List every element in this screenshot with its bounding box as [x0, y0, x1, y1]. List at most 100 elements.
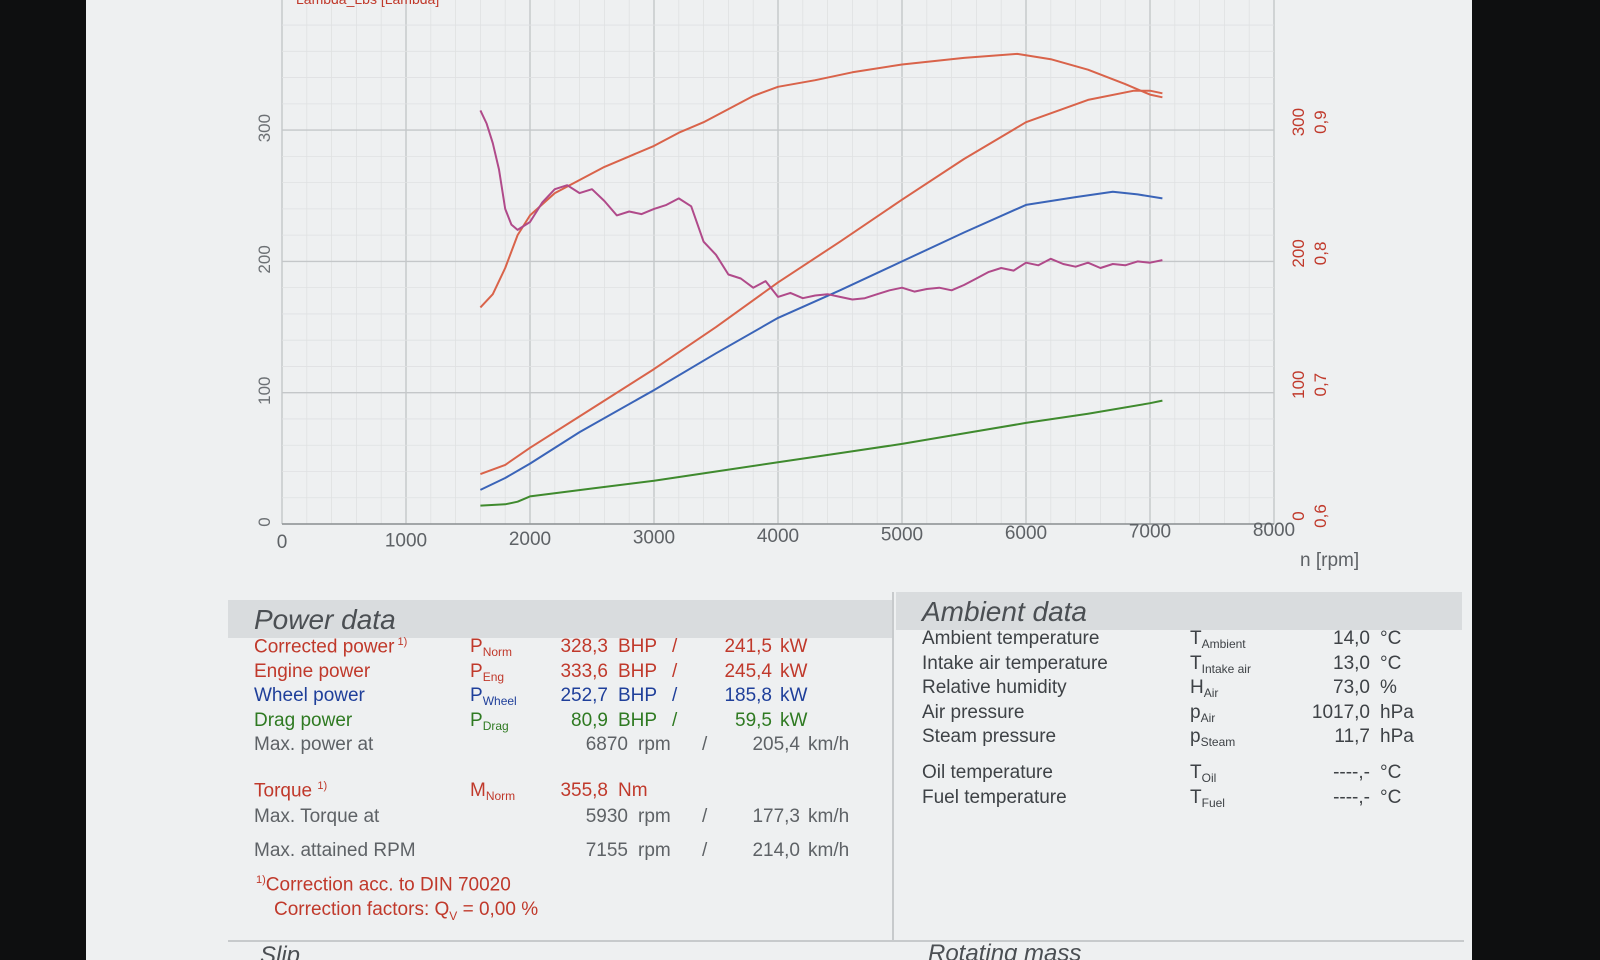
max-rpm-value: 7155: [585, 840, 628, 861]
x-tick-label: 4000: [757, 526, 799, 547]
power-row-symbol: PEng: [470, 660, 505, 684]
power-row-unit2: kW: [780, 709, 808, 731]
series-line-lambda: [479, 109, 1163, 301]
power-row-value1: 252,7: [560, 685, 608, 706]
chart-series: [479, 52, 1163, 507]
torque-symbol: MNorm: [470, 780, 516, 803]
power-row-value1: 80,9: [571, 709, 608, 731]
chart-ticks: 0 1000 2000 3000 4000 5000 6000 7000 80000100200…: [255, 108, 1330, 553]
y-tick-label-lambda: 0,6: [1311, 504, 1330, 528]
power-row: Wheel power PWheel 252,7 BHP / 185,8 kW: [254, 685, 894, 709]
max-torque-rpm: 5930: [585, 806, 628, 827]
torque-row: Torque 1) MNorm 355,8 Nm: [254, 780, 894, 806]
max-torque-sep: /: [702, 806, 708, 827]
ambient-row: Steam pressure pSteam 11,7 hPa: [922, 726, 1442, 750]
power-row-unit1: BHP: [618, 660, 658, 682]
power-data-title: Power data: [254, 604, 396, 635]
power-row-separator: /: [672, 636, 678, 657]
ambient-row-symbol: TOil: [1190, 762, 1217, 785]
ambient-row-value: ----,-: [1333, 762, 1370, 783]
power-row: Corrected power 1) PNorm 328,3 BHP / 241,5 kW: [254, 636, 894, 660]
ambient-row: Ambient temperature TAmbient 14,0 °C: [922, 628, 1442, 652]
ambient-row-unit: hPa: [1380, 726, 1414, 747]
ambient-row-unit: %: [1380, 677, 1397, 698]
power-row: Drag power PDrag 80,9 BHP / 59,5 kW: [254, 710, 894, 734]
max-rpm-sep: /: [702, 840, 708, 861]
ambient-row-symbol: TAmbient: [1190, 628, 1246, 651]
power-row: Max. power at 6870 rpm / 205,4 km/h: [254, 734, 894, 758]
x-tick-label: 3000: [633, 528, 675, 549]
y-tick-label-right: 200: [1289, 239, 1308, 267]
max-rpm-unit: rpm: [638, 840, 671, 861]
bottom-divider: [228, 940, 1464, 942]
ambient-row: Intake air temperature TIntake air 13,0 °C: [922, 653, 1442, 677]
torque-unit: Nm: [618, 780, 648, 801]
panel-divider: [892, 592, 894, 942]
ambient-row-symbol: pSteam: [1190, 726, 1236, 749]
slip-title-partial: Slip: [260, 942, 301, 960]
power-row-label: Wheel power: [254, 685, 365, 706]
ambient-row-symbol: pAir: [1190, 701, 1216, 725]
ambient-row-label: Steam pressure: [922, 726, 1057, 747]
power-row-value2: 245,4: [724, 660, 772, 682]
correction-note: 1)Correction acc. to DIN 70020: [256, 874, 511, 896]
ambient-data-title: Ambient data: [922, 596, 1087, 627]
y-tick-label-lambda: 0,7: [1311, 373, 1330, 397]
x-axis-label: n [rpm]: [1300, 550, 1359, 571]
correction-factors: Correction factors: QV = 0,00 %: [274, 899, 539, 923]
x-tick-label: 6000: [1005, 523, 1047, 544]
dyno-chart: 0 1000 2000 3000 4000 5000 6000 7000 80000100200…: [255, 0, 1359, 571]
ambient-data-header-band: [896, 592, 1462, 630]
series-line-wheel_power: [479, 190, 1163, 491]
max-rpm-speed-unit: km/h: [808, 840, 850, 861]
ambient-row-symbol: TFuel: [1190, 786, 1225, 810]
y-tick-label-lambda: 0,9: [1311, 110, 1330, 134]
torque-label: Torque 1): [254, 780, 328, 802]
ambient-row: Relative humidity HAir 73,0%: [922, 677, 1442, 701]
ambient-row-label: Oil temperature: [922, 762, 1053, 783]
x-tick-label: 7000: [1129, 522, 1171, 543]
ambient-row-symbol: HAir: [1190, 677, 1219, 700]
max-rpm-label: Max. attained RPM: [254, 840, 416, 861]
x-tick-label: 5000: [881, 525, 923, 546]
power-row-symbol: PDrag: [470, 709, 509, 733]
power-row-value2: 205,4: [752, 734, 800, 755]
power-row-unit1: BHP: [618, 685, 658, 706]
power-row-value1: 328,3: [560, 636, 608, 657]
max-torque-speed: 177,3: [752, 806, 800, 827]
rotating-mass-title-partial: Rotating mass: [928, 940, 1082, 960]
max-rpm-speed: 214,0: [752, 840, 800, 861]
y-tick-label-right: 0: [1289, 511, 1308, 520]
power-row-unit2: kW: [780, 660, 808, 682]
torque-value: 355,8: [560, 780, 608, 801]
power-row-separator: /: [672, 660, 678, 682]
y-tick-label-left: 200: [255, 245, 274, 273]
chart-grid: [281, 0, 1275, 525]
y-tick-label-left: 0: [255, 517, 274, 526]
x-tick-label: 1000: [385, 531, 427, 552]
max-torque-row: Max. Torque at 5930 rpm / 177,3 km/h: [254, 806, 894, 832]
max-torque-rpm-unit: rpm: [638, 806, 671, 827]
y-tick-label-left: 100: [255, 377, 274, 405]
ambient-row-value: 14,0: [1333, 628, 1370, 649]
power-row-label: Engine power: [254, 660, 371, 682]
ambient-row-label: Fuel temperature: [922, 786, 1067, 808]
ambient-row-unit: °C: [1380, 652, 1402, 674]
ambient-row: Oil temperature TOil ----,- °C: [922, 762, 1442, 786]
power-row-value2: 59,5: [735, 709, 772, 731]
ambient-row: Fuel temperature TFuel ----,- °C: [922, 787, 1442, 811]
power-row: Engine power PEng 333,6 BHP / 245,4 kW: [254, 661, 894, 685]
ambient-row-value: 11,7: [1334, 726, 1370, 747]
ambient-row-label: Ambient temperature: [922, 628, 1100, 649]
power-row-label: Max. power at: [254, 734, 374, 755]
legend-fragment: Lambda_Lbs [Lambda]: [296, 0, 439, 7]
power-row-unit2: km/h: [808, 734, 850, 755]
power-row-separator: /: [672, 685, 678, 706]
power-row-value2: 185,8: [724, 685, 772, 706]
power-row-value1: 333,6: [560, 660, 608, 682]
y-tick-label-right: 100: [1289, 371, 1308, 399]
series-line-corrected_power: [480, 89, 1163, 476]
series-line-drag_power: [480, 399, 1163, 507]
x-tick-label: 0: [277, 532, 288, 553]
dyno-printout: 0 1000 2000 3000 4000 5000 6000 7000 8000 0 100 200…: [86, 0, 1472, 960]
